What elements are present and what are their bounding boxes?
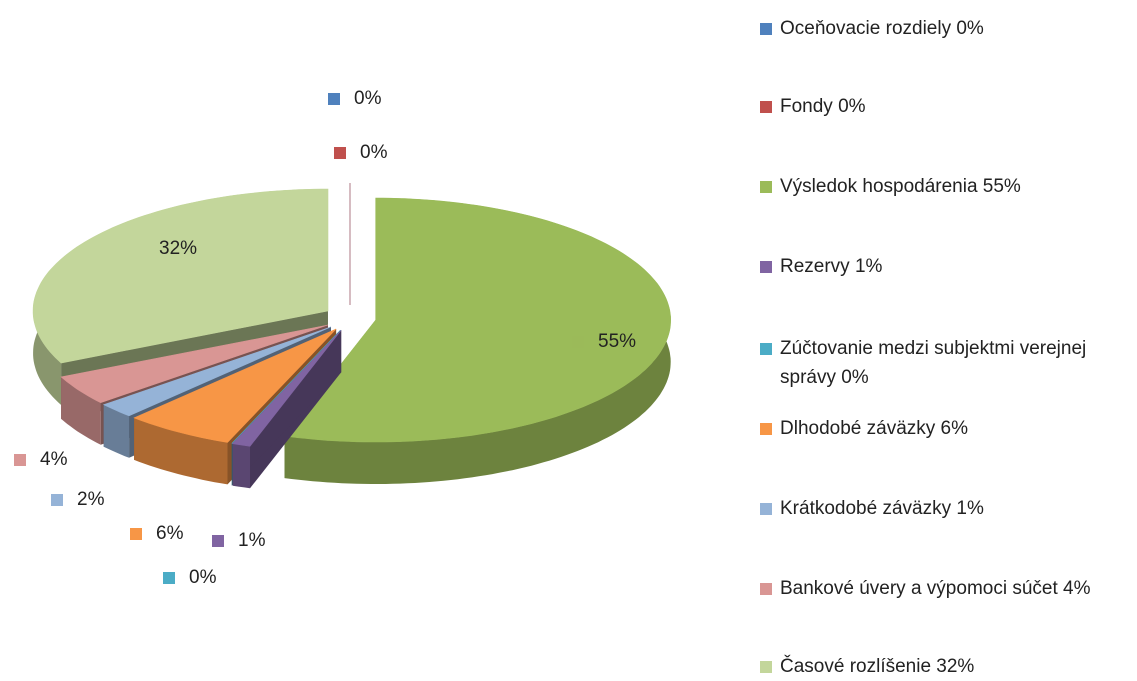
slice-top <box>231 329 341 444</box>
legend-entry: Výsledok hospodárenia 55% <box>758 172 1130 201</box>
legend-key <box>760 261 772 273</box>
data-label-key <box>14 454 26 466</box>
legend-entry: Bankové úvery a výpomoci súčet 4% <box>758 574 1130 603</box>
slice-top <box>283 197 672 443</box>
data-label: 1% <box>238 530 266 551</box>
legend-key <box>760 661 772 673</box>
data-label-key <box>334 147 346 159</box>
slice-side <box>61 376 101 445</box>
legend-entry: Zúčtovanie medzi subjektmi verejnej sprá… <box>758 334 1130 392</box>
data-label-key <box>130 528 142 540</box>
slice-top <box>133 328 337 443</box>
data-label: 0% <box>360 142 388 163</box>
slice <box>231 329 342 489</box>
data-label: 6% <box>156 523 184 544</box>
legend-key <box>760 503 772 515</box>
slice-top <box>102 326 332 417</box>
slice-top <box>60 324 329 404</box>
legend-label: Zúčtovanie medzi subjektmi verejnej sprá… <box>780 338 1087 388</box>
data-label: 2% <box>77 489 105 510</box>
slice-top <box>231 329 342 447</box>
legend-key <box>760 583 772 595</box>
data-label-key <box>133 243 145 255</box>
data-label-key <box>51 494 63 506</box>
legend-label: Krátkodobé záväzky 1% <box>780 498 984 519</box>
legend-key <box>760 23 772 35</box>
legend-entry: Krátkodobé záväzky 1% <box>758 494 1130 523</box>
legend-label: Časové rozlíšenie 32% <box>780 656 975 677</box>
legend-entry: Časové rozlíšenie 32% <box>758 652 1130 681</box>
slice <box>283 197 672 484</box>
legend-label: Bankové úvery a výpomoci súčet 4% <box>780 578 1091 599</box>
data-label-key <box>328 93 340 105</box>
legend-key <box>760 181 772 193</box>
slice-wall <box>232 330 342 486</box>
data-label: 0% <box>354 88 382 109</box>
pie-area: 0% 0% 55% 1% 0% 6% 2% 4% 32% <box>14 88 672 588</box>
legend-entry: Fondy 0% <box>758 92 1130 121</box>
slice-side <box>134 417 228 485</box>
legend-entry: Rezervy 1% <box>758 252 1130 281</box>
legend-label: Fondy 0% <box>780 96 866 117</box>
legend-key <box>760 343 772 355</box>
legend-entry: Oceňovacie rozdiely 0% <box>758 14 1130 43</box>
legend-key <box>760 423 772 435</box>
legend-label: Výsledok hospodárenia 55% <box>780 176 1021 197</box>
legend-label: Dlhodobé záväzky 6% <box>780 418 968 439</box>
legend-label: Rezervy 1% <box>780 256 883 277</box>
slice-side <box>232 443 250 489</box>
legend-entry: Dlhodobé záväzky 6% <box>758 414 1130 443</box>
legend-key <box>760 101 772 113</box>
data-label: 32% <box>159 238 197 259</box>
data-label-key <box>212 535 224 547</box>
data-label-key <box>572 336 584 348</box>
slice-top <box>32 188 329 364</box>
data-label: 0% <box>189 567 217 588</box>
data-label-key <box>163 572 175 584</box>
slice-wall <box>61 325 328 419</box>
data-label: 4% <box>40 449 68 470</box>
slice-side <box>103 404 130 458</box>
legend-label: Oceňovacie rozdiely 0% <box>780 18 984 39</box>
data-label: 55% <box>598 331 636 352</box>
